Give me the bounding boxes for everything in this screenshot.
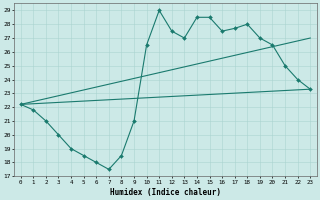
X-axis label: Humidex (Indice chaleur): Humidex (Indice chaleur) [110, 188, 221, 197]
